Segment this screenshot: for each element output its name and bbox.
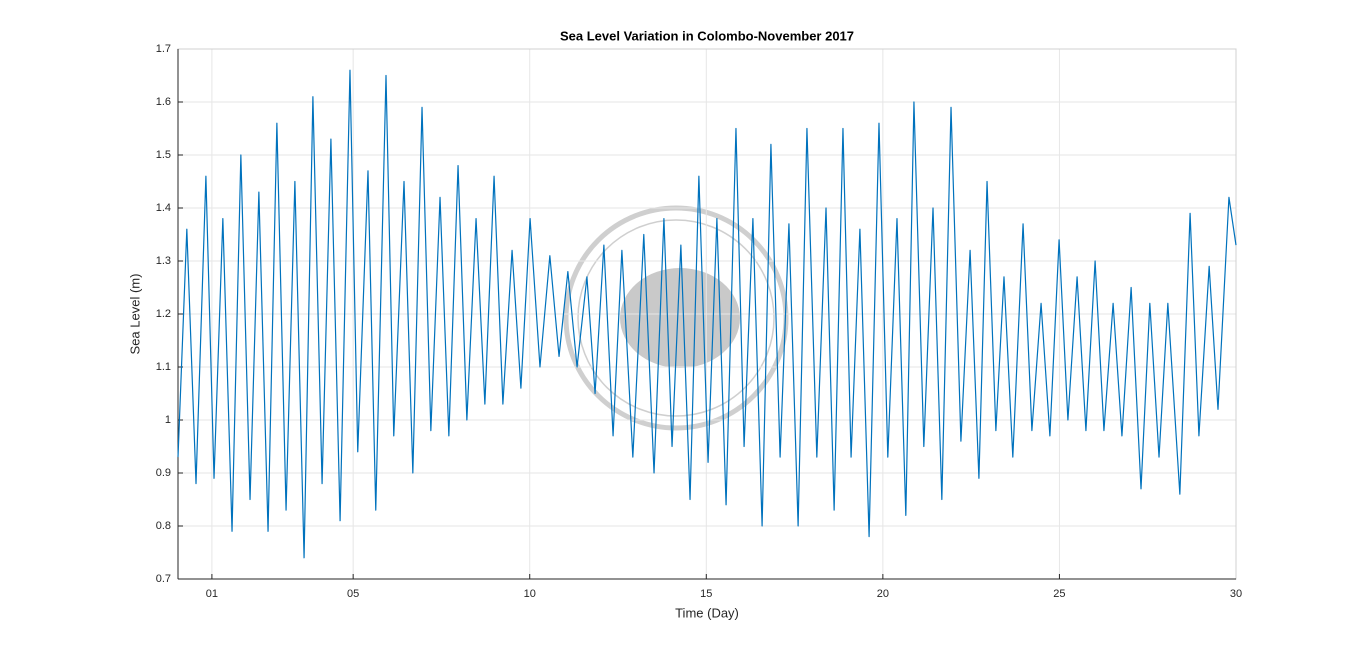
x-tick-label: 25 — [1053, 588, 1065, 600]
y-tick-label: 1.3 — [156, 255, 171, 267]
plot-area: 0.7 0.8 0.9 1 1.1 1.2 1.3 1.4 1.5 1.6 1.7 01 05 10 15 2… — [156, 43, 1242, 600]
x-axis-label: Time (Day) — [675, 605, 739, 620]
y-tick-label: 1.6 — [156, 96, 171, 108]
y-tick-label: 0.8 — [156, 520, 171, 532]
x-tick-label: 20 — [877, 588, 889, 600]
y-tick-label: 1 — [165, 414, 171, 426]
y-tick-label: 1.1 — [156, 361, 171, 373]
sea-level-line — [177, 69, 1237, 559]
x-tick-label: 05 — [347, 588, 359, 600]
y-tick-label: 0.7 — [156, 573, 171, 585]
y-tick-label: 1.4 — [156, 202, 171, 214]
watermark — [563, 205, 789, 431]
y-axis-label: Sea Level (m) — [127, 274, 142, 355]
chart-title: Sea Level Variation in Colombo-November … — [560, 28, 854, 43]
watermark-ring — [577, 219, 775, 417]
y-tick-label: 0.9 — [156, 467, 171, 479]
y-tick-label: 1.7 — [156, 43, 171, 55]
x-tick-label: 30 — [1230, 588, 1242, 600]
x-tick-label: 15 — [700, 588, 712, 600]
y-tick-label: 1.5 — [156, 149, 171, 161]
x-tick-label: 01 — [206, 588, 218, 600]
watermark-emblem — [620, 268, 740, 368]
y-tick-label: 1.2 — [156, 308, 171, 320]
x-tick-label: 10 — [524, 588, 536, 600]
